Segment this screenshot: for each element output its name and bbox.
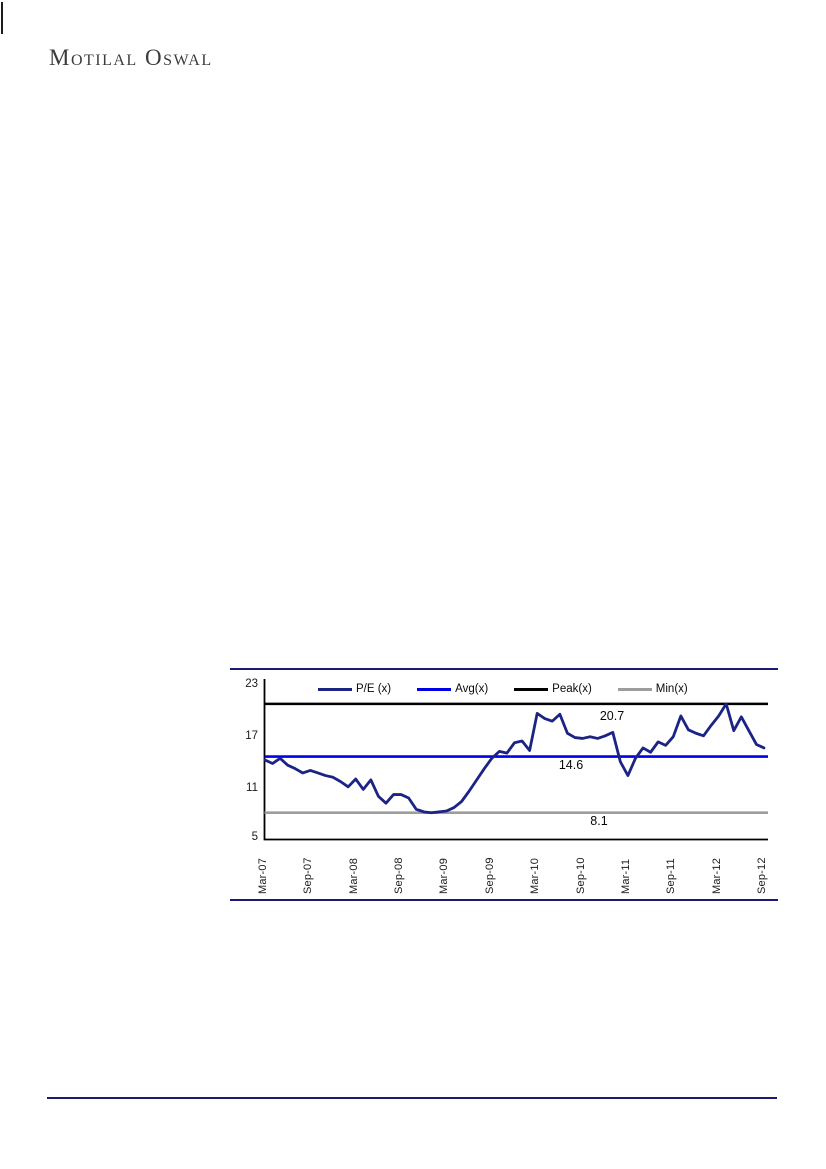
- legend-line-swatch: [417, 687, 452, 691]
- legend-label: Min(x): [655, 683, 688, 695]
- footer-divider: [47, 1097, 777, 1099]
- x-tick-label: Mar-09: [438, 857, 451, 894]
- y-tick-label: 23: [245, 678, 258, 690]
- chart-top-border: [230, 668, 778, 670]
- legend-label: Peak(x): [552, 683, 592, 695]
- annotation-value: 14.6: [558, 758, 584, 772]
- legend-item-pe: P/E (x): [318, 683, 391, 695]
- y-tick-label: 5: [251, 830, 258, 843]
- x-tick-label: Sep-12: [756, 857, 768, 894]
- legend-label: P/E (x): [356, 683, 392, 695]
- legend-line-swatch: [617, 687, 652, 691]
- y-tick-label: 17: [245, 729, 258, 742]
- x-tick-label: Sep-07: [302, 857, 315, 894]
- chart-legend: P/E (x) Avg(x) Peak(x) Min(x): [318, 683, 688, 695]
- legend-item-minx: Min(x): [617, 683, 688, 695]
- legend-label: Avg(x): [455, 683, 489, 695]
- brand-logo: Motilal Oswal: [49, 45, 213, 70]
- x-tick-label: Sep-10: [574, 857, 587, 894]
- x-tick-label: Sep-08: [393, 857, 406, 894]
- x-tick-label: Mar-12: [710, 857, 723, 894]
- annotation-value: 8.1: [590, 814, 608, 828]
- x-tick-label: Mar-10: [529, 857, 542, 894]
- x-tick-label: Mar-11: [619, 858, 632, 894]
- legend-item-avgx: Avg(x): [417, 683, 488, 695]
- pe-valuation-chart: P/E (x) Avg(x) Peak(x) Min(x) 23 17 11 5 20.7 1…: [230, 668, 778, 903]
- legend-item-peakx: Peak(x): [514, 683, 592, 695]
- y-tick-label: 11: [246, 781, 258, 794]
- x-tick-label: Mar-07: [257, 857, 269, 894]
- legend-line-swatch: [318, 687, 352, 691]
- x-tick-label: Sep-09: [483, 857, 496, 894]
- x-tick-label: Mar-08: [347, 857, 360, 894]
- annotation-value: 20.7: [599, 709, 625, 723]
- x-tick-label: Sep-11: [665, 858, 678, 894]
- legend-line-swatch: [514, 687, 549, 691]
- plot-area: [263, 679, 768, 841]
- page-corner-mark: [1, 2, 3, 34]
- chart-bottom-border: [230, 899, 778, 901]
- pe-series-line: [263, 702, 766, 815]
- axis-lines: [263, 679, 768, 841]
